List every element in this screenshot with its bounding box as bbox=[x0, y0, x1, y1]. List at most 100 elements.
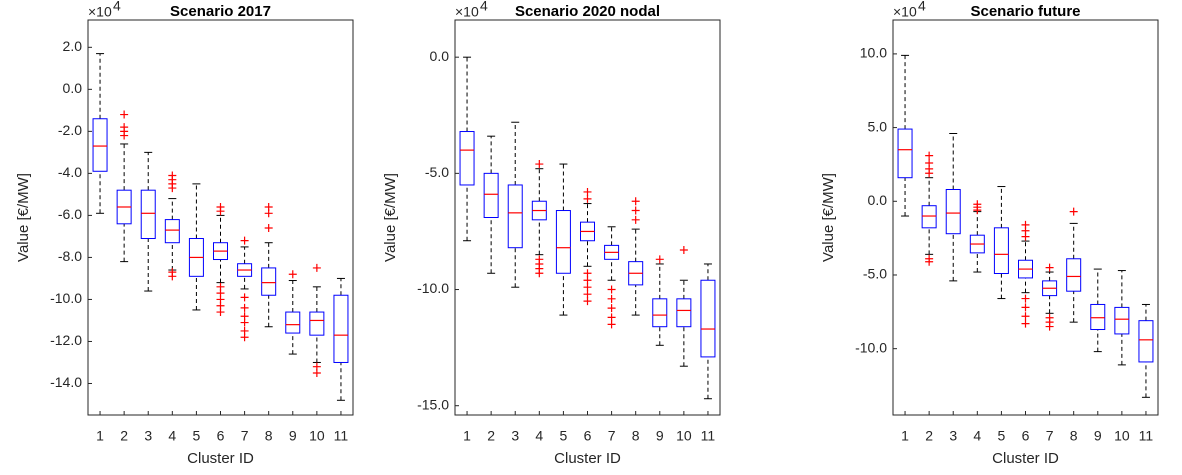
outlier bbox=[583, 297, 592, 306]
box bbox=[1138, 320, 1154, 363]
box bbox=[92, 118, 108, 172]
outlier bbox=[1021, 319, 1030, 328]
outlier bbox=[583, 194, 592, 203]
x-tick-label: 4 bbox=[535, 428, 543, 444]
x-tick-label: 8 bbox=[632, 428, 640, 444]
outlier bbox=[312, 263, 321, 272]
x-tick-label: 2 bbox=[925, 428, 933, 444]
chart-title: Scenario 2020 nodal bbox=[515, 3, 660, 20]
box bbox=[1066, 258, 1082, 292]
outlier bbox=[120, 131, 129, 140]
outlier bbox=[312, 368, 321, 377]
box bbox=[507, 184, 523, 249]
outlier bbox=[264, 224, 273, 233]
outlier bbox=[1045, 263, 1054, 272]
y-tick-label: 0.0 bbox=[63, 80, 83, 96]
x-tick-label: 11 bbox=[701, 428, 716, 444]
y-tick-label: -10.0 bbox=[417, 280, 449, 296]
x-tick-label: 7 bbox=[1046, 428, 1054, 444]
box bbox=[555, 210, 571, 274]
x-tick-label: 11 bbox=[1139, 428, 1154, 444]
outlier bbox=[1021, 294, 1030, 303]
x-tick-label: 9 bbox=[289, 428, 297, 444]
x-tick-label: 2 bbox=[120, 428, 128, 444]
chart-title: Scenario 2017 bbox=[170, 3, 271, 20]
x-tick-label: 8 bbox=[1070, 428, 1078, 444]
box bbox=[483, 172, 499, 218]
outlier bbox=[607, 313, 616, 322]
box bbox=[993, 227, 1009, 275]
x-tick-label: 6 bbox=[217, 428, 225, 444]
y-axis-label: Value [€/MW] bbox=[382, 173, 399, 262]
x-tick-label: 2 bbox=[487, 428, 495, 444]
outlier bbox=[1021, 312, 1030, 321]
scale-label: ×10 bbox=[455, 4, 479, 20]
box bbox=[1114, 306, 1130, 335]
x-tick-label: 9 bbox=[1094, 428, 1102, 444]
box bbox=[459, 131, 475, 186]
outlier bbox=[583, 269, 592, 278]
y-tick-label: 0.0 bbox=[430, 48, 450, 64]
outlier bbox=[607, 285, 616, 294]
x-tick-label: 4 bbox=[973, 428, 981, 444]
outlier bbox=[264, 209, 273, 218]
x-tick-label: 8 bbox=[265, 428, 273, 444]
chart-title: Scenario future bbox=[970, 3, 1080, 20]
x-tick-label: 6 bbox=[1022, 428, 1030, 444]
outlier bbox=[631, 197, 640, 206]
x-tick-label: 3 bbox=[511, 428, 519, 444]
y-tick-label: -5.0 bbox=[425, 164, 449, 180]
outlier bbox=[288, 270, 297, 279]
outlier bbox=[168, 272, 177, 281]
x-tick-label: 5 bbox=[193, 428, 201, 444]
outlier bbox=[535, 269, 544, 278]
box bbox=[676, 298, 692, 328]
outlier bbox=[120, 110, 129, 119]
outlier bbox=[679, 246, 688, 255]
y-axis-label: Value [€/MW] bbox=[820, 173, 837, 262]
outlier bbox=[240, 236, 249, 245]
box bbox=[652, 298, 668, 328]
x-tick-label: 5 bbox=[560, 428, 568, 444]
outlier bbox=[925, 151, 934, 160]
outlier bbox=[655, 255, 664, 264]
scale-exponent: 4 bbox=[113, 0, 121, 14]
x-tick-label: 9 bbox=[656, 428, 664, 444]
y-tick-label: 5.0 bbox=[868, 118, 888, 134]
outlier bbox=[583, 283, 592, 292]
y-tick-label: -4.0 bbox=[58, 164, 82, 180]
x-tick-label: 6 bbox=[584, 428, 592, 444]
outlier bbox=[168, 184, 177, 193]
box bbox=[1090, 303, 1106, 331]
outlier bbox=[583, 290, 592, 299]
x-axis-label: Cluster ID bbox=[554, 450, 621, 467]
scale-exponent: 4 bbox=[480, 0, 488, 14]
outlier bbox=[607, 304, 616, 313]
outlier bbox=[583, 187, 592, 196]
outlier bbox=[631, 215, 640, 224]
outlier bbox=[607, 320, 616, 329]
box bbox=[333, 294, 349, 363]
x-tick-label: 5 bbox=[998, 428, 1006, 444]
box bbox=[897, 128, 913, 179]
x-tick-label: 3 bbox=[949, 428, 957, 444]
y-tick-label: 0.0 bbox=[868, 192, 888, 208]
x-tick-label: 7 bbox=[241, 428, 249, 444]
outlier bbox=[1021, 232, 1030, 241]
outlier bbox=[240, 303, 249, 312]
outlier bbox=[973, 206, 982, 215]
x-tick-label: 1 bbox=[463, 428, 471, 444]
axes-frame bbox=[87, 19, 354, 416]
outlier bbox=[925, 257, 934, 266]
outlier bbox=[631, 206, 640, 215]
box bbox=[309, 311, 325, 336]
y-tick-label: -2.0 bbox=[58, 122, 82, 138]
axes-frame bbox=[892, 19, 1159, 416]
y-tick-label: -14.0 bbox=[50, 374, 82, 390]
scale-label: ×10 bbox=[88, 4, 112, 20]
outlier bbox=[216, 207, 225, 216]
x-tick-label: 10 bbox=[1114, 428, 1130, 444]
box bbox=[921, 205, 937, 229]
